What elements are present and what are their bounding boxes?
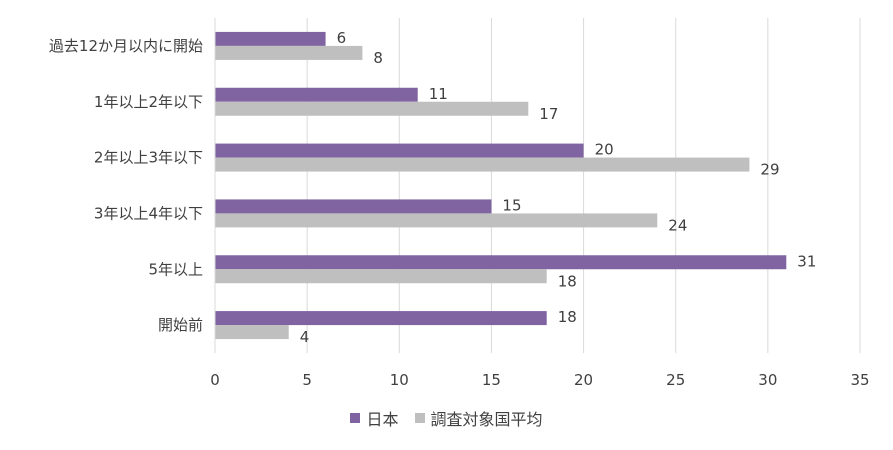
bar-1-1 <box>215 101 529 116</box>
data-label-1-0: 8 <box>373 49 383 67</box>
category-label-4: 5年以上 <box>148 260 203 278</box>
data-label-1-2: 29 <box>760 161 779 179</box>
data-label-1-3: 24 <box>668 216 687 234</box>
bar-0-3 <box>215 199 492 214</box>
bar-0-1 <box>215 87 418 102</box>
data-label-1-5: 4 <box>300 328 310 346</box>
legend-swatch-japan <box>350 413 361 423</box>
x-tick-label-6: 30 <box>758 371 777 389</box>
category-label-0: 過去12か月以内に開始 <box>49 37 203 55</box>
category-label-2: 2年以上3年以下 <box>94 149 203 167</box>
bar-0-2 <box>215 143 584 158</box>
x-tick-label-3: 15 <box>482 371 501 389</box>
category-label-3: 3年以上4年以下 <box>94 204 203 222</box>
data-label-1-4: 18 <box>558 272 577 290</box>
legend: 日本 調査対象国平均 <box>0 406 893 430</box>
data-label-0-5: 18 <box>558 308 577 326</box>
legend-swatch-average <box>414 413 425 423</box>
legend-label-japan: 日本 <box>366 410 399 429</box>
bar-1-3 <box>215 213 658 228</box>
x-tick-label-4: 20 <box>574 371 593 389</box>
bar-1-0 <box>215 45 363 60</box>
data-label-0-1: 11 <box>429 85 448 103</box>
data-label-0-0: 6 <box>337 29 347 47</box>
bar-1-4 <box>215 269 547 284</box>
bar-chart: 0 5 10 15 20 25 30 35 過去12か月以内に開始 6 8 1年以上2年以下 11 17 2… <box>49 18 870 389</box>
category-label-5: 開始前 <box>158 316 203 334</box>
data-label-0-4: 31 <box>797 252 816 270</box>
x-tick-label-7: 35 <box>850 371 869 389</box>
x-tick-label-1: 5 <box>302 371 312 389</box>
x-tick-label-0: 0 <box>210 371 220 389</box>
data-label-0-2: 20 <box>595 141 614 159</box>
bar-1-2 <box>215 157 750 172</box>
data-label-1-1: 17 <box>539 105 558 123</box>
x-tick-label-5: 25 <box>666 371 685 389</box>
bar-0-0 <box>215 31 326 46</box>
data-label-0-3: 15 <box>502 196 521 214</box>
bar-0-5 <box>215 311 547 326</box>
legend-label-average: 調査対象国平均 <box>430 410 543 429</box>
legend-item-japan: 日本 <box>350 406 399 430</box>
category-label-1: 1年以上2年以下 <box>94 93 203 111</box>
legend-item-average: 調査対象国平均 <box>414 406 543 430</box>
x-tick-label-2: 10 <box>390 371 409 389</box>
bar-1-5 <box>215 325 289 340</box>
bar-0-4 <box>215 255 787 270</box>
